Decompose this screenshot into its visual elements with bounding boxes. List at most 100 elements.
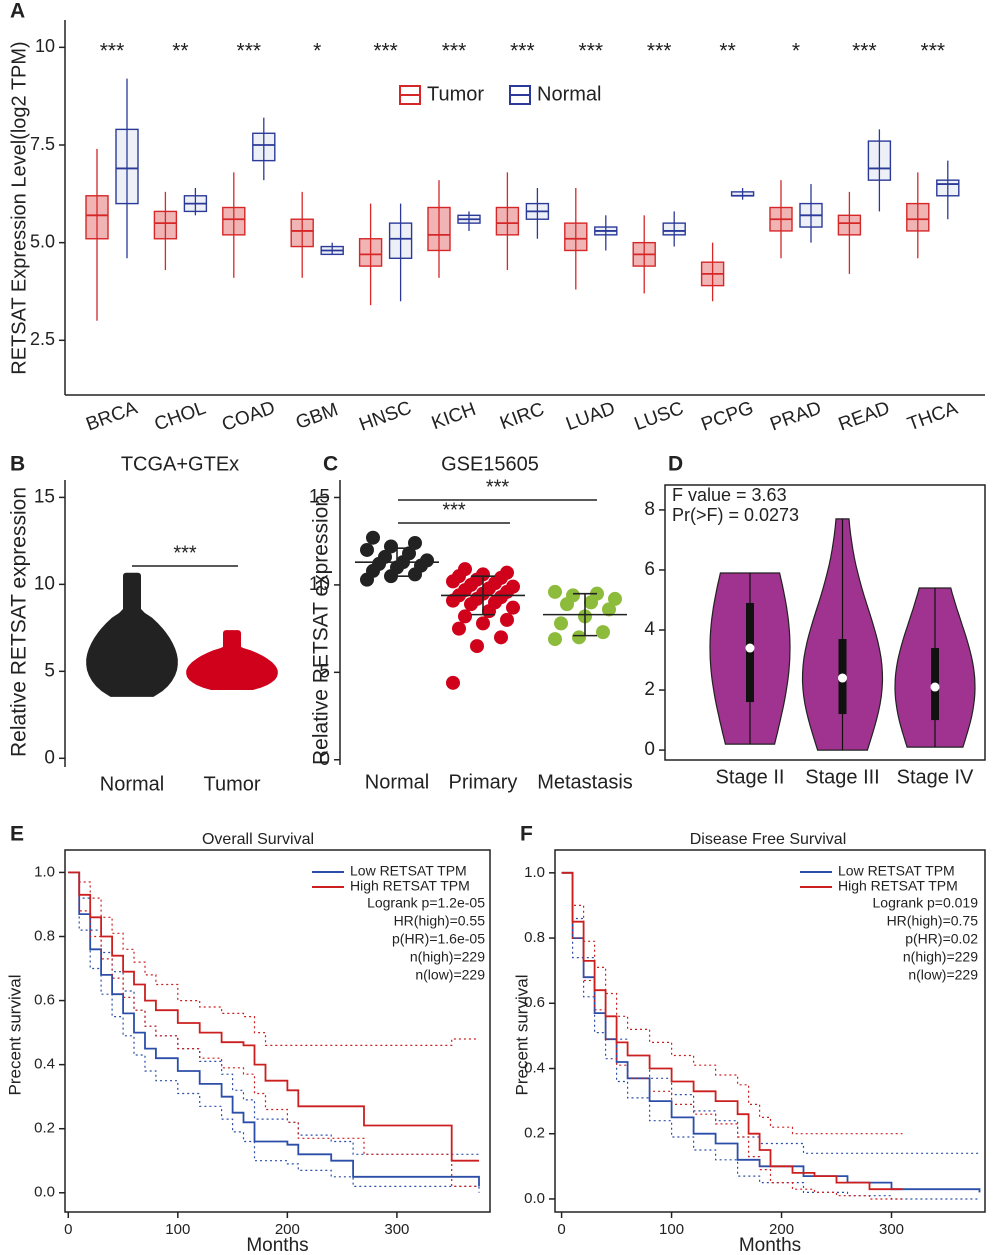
- y-tick-label: 5: [319, 661, 330, 682]
- panel-label: B: [10, 453, 25, 476]
- data-point: [506, 600, 520, 615]
- y-tick-label: 0.6: [524, 994, 545, 1011]
- y-tick-label: 0.6: [34, 992, 55, 1009]
- significance: ***: [510, 40, 535, 63]
- x-tick-label: BRCA: [83, 398, 140, 436]
- legend-stat: HR(high)=0.75: [887, 913, 979, 929]
- x-tick-label: Normal: [100, 773, 164, 795]
- legend-stat: n(high)=229: [410, 949, 485, 965]
- data-point: [566, 588, 580, 603]
- survival-line: [561, 871, 903, 1191]
- confidence-line: [68, 871, 480, 1193]
- y-axis-label: Relative RETSAT expression: [8, 487, 31, 757]
- x-tick-label: LUSC: [632, 398, 687, 435]
- y-tick-label: 0.4: [34, 1056, 55, 1073]
- y-tick-label: 6: [644, 559, 655, 580]
- x-tick-label: 300: [384, 1221, 409, 1238]
- y-tick-label: 10: [309, 574, 330, 595]
- x-tick-label: HNSC: [357, 397, 415, 435]
- y-tick-label: 5.0: [30, 231, 55, 251]
- median: [930, 682, 940, 692]
- box: [495, 206, 520, 236]
- significance: **: [172, 40, 188, 63]
- data-point: [596, 625, 610, 640]
- significance: ***: [442, 40, 467, 63]
- significance: ***: [579, 40, 604, 63]
- x-tick-label: 0: [557, 1221, 565, 1238]
- strip-cloud: [86, 572, 178, 697]
- y-tick-label: 8: [644, 499, 655, 520]
- legend-stat: n(low)=229: [908, 967, 978, 983]
- y-tick-label: 10: [35, 36, 55, 56]
- legend-stat: n(high)=229: [903, 949, 978, 965]
- x-axis-label: Months: [739, 1235, 801, 1255]
- significance: *: [313, 40, 321, 63]
- y-axis-label: Precent survival: [5, 975, 24, 1096]
- x-tick-label: READ: [836, 398, 893, 436]
- significance: ***: [852, 40, 877, 63]
- data-point: [500, 565, 514, 580]
- annotation: ***: [442, 499, 466, 521]
- y-tick-label: 0: [44, 747, 55, 768]
- chart-title: Overall Survival: [202, 831, 314, 848]
- box: [662, 222, 686, 236]
- x-tick-label: 300: [879, 1221, 904, 1238]
- iqr-box: [746, 602, 754, 703]
- y-tick-label: 1.0: [524, 864, 545, 881]
- legend-stat: p(HR)=1.6e-05: [392, 931, 485, 947]
- legend-label: Low RETSAT TPM: [838, 863, 955, 879]
- legend-stat: Logrank p=0.019: [873, 895, 979, 911]
- x-tick-label: COAD: [219, 397, 278, 436]
- data-point: [548, 584, 562, 599]
- data-point: [452, 621, 466, 636]
- box: [222, 206, 246, 236]
- confidence-line: [561, 872, 903, 1135]
- x-tick-label: Stage II: [716, 766, 785, 788]
- panel-label: C: [323, 453, 338, 476]
- data-point: [554, 616, 568, 631]
- survival-line: [68, 871, 480, 1187]
- x-tick-label: Stage IV: [897, 766, 974, 788]
- plot-frame: [664, 484, 986, 761]
- x-tick-label: CHOL: [152, 398, 209, 436]
- box: [837, 214, 862, 236]
- data-point: [402, 546, 416, 561]
- y-tick-label: 2.5: [30, 329, 55, 349]
- y-tick-label: 0.4: [524, 1059, 545, 1076]
- legend-stat: p(HR)=0.02: [905, 931, 978, 947]
- significance: ***: [921, 40, 946, 63]
- box: [936, 179, 960, 197]
- x-tick-label: THCA: [905, 398, 961, 436]
- confidence-line: [68, 871, 479, 1155]
- x-tick-label: 200: [769, 1221, 794, 1238]
- data-point: [384, 539, 398, 554]
- data-point: [446, 675, 460, 690]
- box: [252, 132, 276, 162]
- box: [153, 210, 178, 240]
- y-tick-label: 0.0: [524, 1190, 545, 1207]
- data-point: [366, 530, 380, 545]
- significance: **: [719, 40, 735, 63]
- data-point: [408, 535, 422, 550]
- legend-label: Tumor: [427, 83, 484, 105]
- median: [838, 673, 847, 683]
- significance: ***: [237, 40, 262, 63]
- box: [867, 140, 892, 181]
- y-tick-label: 0.0: [34, 1184, 55, 1201]
- annotation: Pr(>F) = 0.0273: [672, 505, 799, 525]
- legend-label: Normal: [537, 83, 601, 105]
- x-tick-label: Stage III: [805, 766, 880, 788]
- y-tick-label: 7.5: [30, 134, 55, 154]
- confidence-line: [68, 871, 479, 1187]
- x-tick-label: GBM: [293, 399, 341, 434]
- strip-cloud: [186, 630, 278, 690]
- y-tick-label: 0: [644, 739, 655, 760]
- y-tick-label: 15: [309, 487, 330, 508]
- y-tick-label: 5: [44, 660, 55, 681]
- box: [358, 238, 383, 267]
- x-tick-label: Normal: [365, 771, 429, 793]
- legend-label: High RETSAT TPM: [350, 878, 470, 894]
- plot-frame: [64, 849, 491, 1213]
- y-tick-label: 4: [644, 619, 655, 640]
